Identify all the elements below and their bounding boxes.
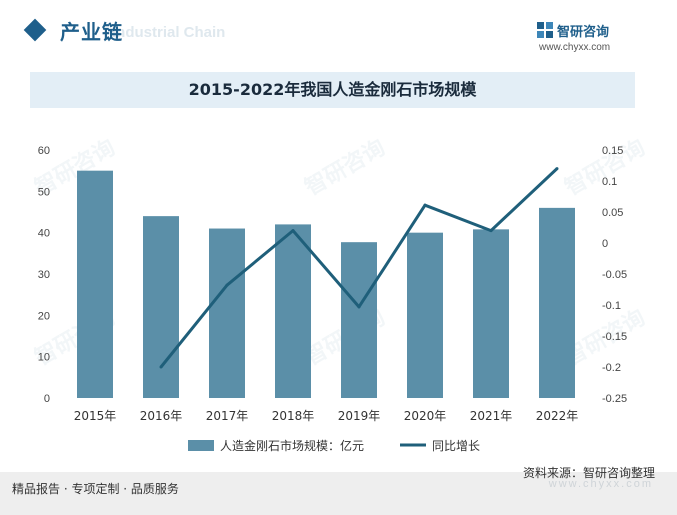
left-tick-label: 10 bbox=[38, 352, 50, 364]
bar bbox=[143, 216, 179, 398]
legend-line-label: 同比增长 bbox=[432, 439, 480, 453]
line-point bbox=[291, 229, 295, 233]
line-point bbox=[159, 365, 163, 369]
x-tick-label: 2020年 bbox=[404, 409, 447, 423]
brand-logo: 智研咨询 www.chyxx.com bbox=[537, 20, 657, 60]
left-axis: 0 10 20 30 40 50 60 bbox=[38, 145, 50, 405]
left-tick-label: 60 bbox=[38, 145, 50, 157]
line-point bbox=[489, 229, 493, 233]
bar bbox=[77, 170, 113, 398]
left-tick-label: 20 bbox=[38, 310, 50, 322]
legend-bar-label: 人造金刚石市场规模：亿元 bbox=[220, 438, 364, 453]
logo-name: 智研咨询 bbox=[557, 25, 610, 40]
diamond-icon bbox=[23, 18, 47, 42]
header: Industrial Chain 产业链 智研咨询 www.chyxx.com bbox=[0, 0, 677, 60]
line-point bbox=[357, 305, 361, 309]
x-tick-label: 2017年 bbox=[206, 409, 249, 423]
x-tick-label: 2016年 bbox=[140, 409, 183, 423]
footer-ghost-url: www.chyxx.com bbox=[548, 478, 653, 490]
section-ghost-text: Industrial Chain bbox=[112, 24, 226, 41]
line-point bbox=[555, 167, 559, 171]
right-tick-label: -0.25 bbox=[602, 393, 627, 405]
data-source: 资料来源：智研咨询整理 bbox=[522, 466, 655, 480]
bar bbox=[407, 232, 443, 398]
logo-mark-icon bbox=[537, 22, 553, 38]
bar bbox=[275, 224, 311, 398]
left-tick-label: 0 bbox=[44, 393, 50, 405]
right-tick-label: 0 bbox=[602, 238, 608, 250]
footer-tagline: 精品报告 · 专项定制 · 品质服务 bbox=[12, 482, 179, 496]
line-series bbox=[159, 167, 559, 369]
right-tick-label: -0.15 bbox=[602, 331, 627, 343]
right-tick-label: 0.15 bbox=[602, 145, 623, 157]
right-tick-label: -0.2 bbox=[602, 362, 621, 374]
section-title: 产业链 bbox=[60, 20, 123, 44]
logo-url: www.chyxx.com bbox=[539, 42, 611, 53]
chart-title: 2015-2022年我国人造金刚石市场规模 bbox=[30, 72, 635, 108]
left-tick-label: 30 bbox=[38, 269, 50, 281]
line-point bbox=[225, 283, 229, 287]
right-tick-label: 0.05 bbox=[602, 207, 623, 219]
right-tick-label: -0.1 bbox=[602, 300, 621, 312]
x-tick-label: 2022年 bbox=[536, 409, 579, 423]
x-tick-label: 2018年 bbox=[272, 409, 315, 423]
x-tick-label: 2015年 bbox=[74, 409, 117, 423]
bar-series bbox=[77, 170, 575, 398]
x-tick-label: 2019年 bbox=[338, 409, 381, 423]
right-axis: 0.15 0.1 0.05 0 -0.05 -0.1 -0.15 -0.2 -0.25 bbox=[602, 145, 627, 405]
bar bbox=[209, 228, 245, 398]
legend: 人造金刚石市场规模：亿元 同比增长 bbox=[188, 438, 480, 453]
right-tick-label: -0.05 bbox=[602, 269, 627, 281]
bar bbox=[341, 242, 377, 398]
x-tick-label: 2021年 bbox=[470, 409, 513, 423]
line-point bbox=[423, 203, 427, 207]
footer: 精品报告 · 专项定制 · 品质服务 资料来源：智研咨询整理 www.chyxx… bbox=[0, 466, 677, 515]
right-tick-label: 0.1 bbox=[602, 176, 617, 188]
x-axis: 2015年 2016年 2017年 2018年 2019年 2020年 2021年 2022年 bbox=[74, 409, 579, 423]
left-tick-label: 50 bbox=[38, 186, 50, 198]
bar bbox=[473, 229, 509, 398]
left-tick-label: 40 bbox=[38, 228, 50, 240]
chart: 0 10 20 30 40 50 60 0.15 0.1 0.05 0 -0.05 -0.1 -0.15… bbox=[38, 145, 627, 453]
legend-bar-swatch bbox=[188, 440, 214, 451]
bar bbox=[539, 207, 575, 398]
